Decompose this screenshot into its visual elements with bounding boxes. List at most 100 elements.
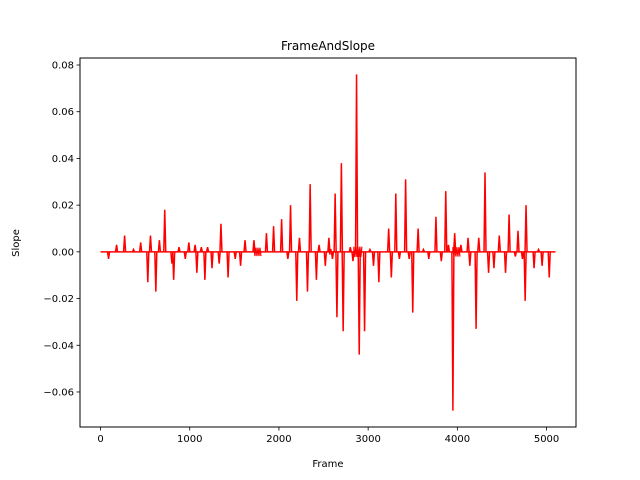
slope-spike [286, 251, 290, 259]
slope-spike [271, 226, 276, 252]
y-tick-label: 0.06 [52, 107, 74, 118]
slope-spike [377, 251, 381, 283]
slope-spike [233, 251, 237, 259]
slope-spike [308, 184, 312, 252]
oscillation-band [328, 248, 333, 255]
slope-spike [341, 251, 345, 332]
slope-spike [459, 244, 463, 252]
slope-spike [295, 251, 299, 301]
slope-spike [335, 251, 339, 318]
oscillation-band [452, 247, 461, 257]
slope-spike [219, 223, 223, 252]
slope-spike [339, 163, 344, 252]
slope-spike [421, 247, 426, 253]
slope-spike [154, 251, 158, 292]
slope-spike [503, 251, 508, 273]
slope-spike [394, 193, 398, 252]
slope-spike [452, 233, 457, 252]
slope-spike [416, 228, 420, 252]
y-tick-label: −0.06 [43, 387, 74, 398]
slope-spike [279, 219, 284, 252]
slope-spike [106, 251, 111, 259]
slope-spike [357, 251, 361, 355]
slope-spike [407, 251, 411, 259]
slope-spike [468, 251, 472, 266]
slope-spike [368, 247, 372, 253]
y-tick-label: −0.04 [43, 341, 74, 352]
slope-spike [371, 251, 376, 266]
slope-spike [439, 251, 444, 262]
slope-spike [171, 251, 176, 280]
slope-spike [410, 251, 415, 313]
x-tick-label: 1000 [177, 434, 202, 445]
slope-spike [516, 230, 520, 252]
slope-spike [131, 247, 136, 253]
slope-spike [444, 191, 448, 252]
y-tick-label: 0.04 [52, 154, 74, 165]
y-tick-label: 0.08 [52, 61, 74, 72]
slope-spike [264, 233, 269, 252]
y-tick-label: 0.02 [52, 201, 74, 212]
plot-area: 0 1000 2000 3000 4000 5000 −0.06 −0.04 −0.02 0.0… [43, 57, 577, 445]
slope-spike [397, 251, 402, 259]
slope-spike [243, 240, 247, 252]
slope-spike [507, 214, 511, 252]
slope-spike [389, 251, 394, 278]
x-tick-label: 2000 [266, 434, 291, 445]
oscillation-band [253, 247, 262, 257]
slope-spike [466, 237, 470, 252]
slope-spike [193, 244, 197, 252]
slope-spike [523, 251, 527, 301]
series-layer [100, 74, 556, 411]
slope-spike [524, 205, 528, 252]
slope-spike [199, 247, 204, 252]
slope-spike [205, 247, 210, 252]
slope-spike [513, 251, 518, 257]
slope-spike [297, 237, 302, 252]
axes-frame [79, 57, 577, 428]
slope-spike [536, 247, 541, 253]
slope-spike [497, 235, 502, 252]
slope-spike [362, 251, 367, 332]
slope-spike [520, 251, 525, 259]
slope-spike [327, 237, 331, 252]
slope-spike [138, 242, 143, 252]
y-tick-label: 0.00 [52, 247, 74, 258]
slope-spike [252, 240, 256, 252]
y-axis: −0.06 −0.04 −0.02 0.00 0.02 0.04 0.06 0.08 [43, 61, 80, 398]
slope-spike [386, 228, 391, 252]
y-tick-label: −0.02 [43, 294, 74, 305]
slope-spike [333, 193, 337, 252]
slope-spike [210, 251, 214, 269]
slope-spike [446, 244, 451, 252]
slope-spike [532, 251, 536, 269]
slope-spike [226, 251, 230, 278]
slope-spike [451, 251, 455, 411]
slope-spike [474, 251, 478, 329]
slope-spike [114, 244, 119, 252]
slope-spike [348, 247, 353, 252]
slope-spike [317, 244, 321, 252]
slope-spike [351, 251, 355, 262]
slope-spike [486, 251, 491, 273]
slope-spike [477, 237, 481, 252]
chart-title: FrameAndSlope [281, 39, 375, 53]
x-tick-label: 4000 [445, 434, 470, 445]
slope-spike [403, 179, 408, 252]
oscillation-band [353, 246, 363, 258]
x-axis: 0 1000 2000 3000 4000 5000 [97, 427, 559, 445]
slope-spike [354, 74, 359, 252]
slope-spike [203, 251, 207, 280]
x-tick-label: 5000 [534, 434, 559, 445]
slope-spike [148, 235, 153, 252]
slope-spike [492, 251, 496, 269]
slope-spike [483, 172, 487, 252]
slope-spike [314, 251, 319, 280]
slope-spike [177, 247, 181, 252]
slope-spike [427, 251, 431, 259]
slope-spike [305, 251, 310, 292]
slope-spike [146, 251, 150, 283]
x-tick-label: 3000 [355, 434, 380, 445]
